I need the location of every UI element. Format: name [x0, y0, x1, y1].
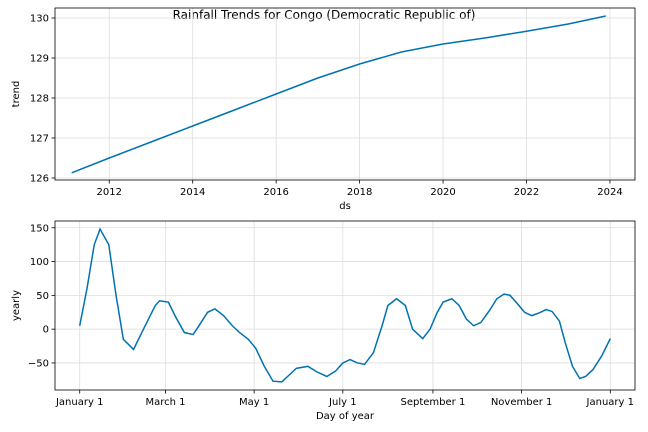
- trend-ytick-label-2: 128: [30, 94, 49, 105]
- yearly-xtick-label-2: May 1: [239, 397, 269, 408]
- yearly-ytick-label-1: 0: [43, 325, 49, 336]
- yearly-xtick-label-3: July 1: [328, 397, 357, 408]
- trend-x-axis-label: ds: [339, 201, 351, 212]
- yearly-x-axis-label: Day of year: [316, 411, 375, 422]
- trend-ytick-label-0: 126: [30, 174, 49, 185]
- trend-xtick-label-0: 2012: [97, 187, 122, 198]
- trend-xtick-label-1: 2014: [180, 187, 205, 198]
- trend-xtick-label-5: 2022: [514, 187, 539, 198]
- yearly-ytick-label-3: 100: [30, 257, 49, 268]
- trend-y-axis-label: trend: [11, 81, 22, 108]
- trend-ytick-label-3: 129: [30, 54, 49, 65]
- yearly-y-axis-label: yearly: [11, 290, 22, 321]
- yearly-series-line: [78, 227, 611, 383]
- yearly-ytick-label-2: 50: [36, 291, 49, 302]
- yearly-xtick-label-5: November 1: [491, 397, 553, 408]
- trend-plot-frame: [54, 7, 636, 181]
- chart-title: Rainfall Trends for Congo (Democratic Re…: [173, 8, 476, 22]
- yearly-plot-frame: [54, 220, 636, 391]
- trend-xtick-label-2: 2016: [263, 187, 288, 198]
- yearly-xtick-label-6: January 1: [586, 397, 634, 408]
- yearly-xtick-label-0: January 1: [55, 397, 103, 408]
- trend-series-line: [71, 15, 606, 174]
- trend-ytick-label-1: 127: [30, 134, 49, 145]
- trend-xtick-label-3: 2018: [347, 187, 372, 198]
- yearly-ytick-label-0: −50: [28, 358, 49, 369]
- yearly-panel: January 1 March 1 May 1 July 1 September 1 No…: [11, 220, 636, 422]
- trend-xtick-label-4: 2020: [430, 187, 455, 198]
- trend-panel: 2012 2014 2016 2018 2020 2022 2024 126 127 128 129…: [11, 7, 636, 212]
- yearly-xtick-label-4: September 1: [401, 397, 466, 408]
- trend-xtick-label-6: 2024: [597, 187, 622, 198]
- yearly-xtick-label-1: March 1: [145, 397, 185, 408]
- trend-ytick-label-4: 130: [30, 14, 49, 25]
- yearly-ytick-label-4: 150: [30, 223, 49, 234]
